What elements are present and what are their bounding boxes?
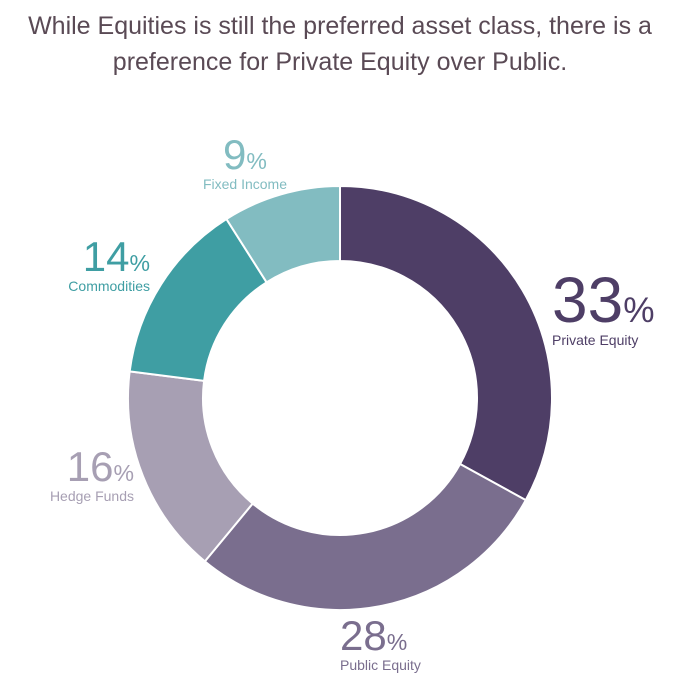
chart-title-line-1: While Equities is still the preferred as… <box>28 12 652 40</box>
private-equity-slice <box>339 184 553 502</box>
commodities-name: Commodities <box>68 278 150 294</box>
hedge-funds-value: 16 <box>66 443 114 490</box>
private-equity-value: 33 <box>552 264 624 336</box>
public-equity-unit: % <box>386 629 408 655</box>
commodities-label: 14% Commodities <box>68 233 150 295</box>
hedge-funds-unit: % <box>113 460 134 486</box>
public-equity-slice <box>203 462 528 611</box>
private-equity-unit: % <box>623 291 655 330</box>
public-equity-name: Public Equity <box>340 657 421 673</box>
private-equity-label: 33% Private Equity <box>552 268 654 348</box>
public-equity-value: 28 <box>340 612 387 659</box>
fixed-income-label: 9% Fixed Income <box>200 131 290 193</box>
fixed-income-unit: % <box>246 148 267 174</box>
chart-title: While Equities is still the preferred as… <box>0 8 680 80</box>
public-equity-label: 28% Public Equity <box>340 612 421 674</box>
fixed-income-value: 9 <box>223 131 247 178</box>
hedge-funds-name: Hedge Funds <box>49 488 134 504</box>
commodities-unit: % <box>129 250 150 276</box>
hedge-funds-label: 16% Hedge Funds <box>49 443 134 505</box>
commodities-value: 14 <box>82 233 130 280</box>
fixed-income-name: Fixed Income <box>202 176 288 192</box>
chart-title-line-2: preference for Private Equity over Publi… <box>112 48 568 76</box>
private-equity-name: Private Equity <box>552 332 639 348</box>
fixed-income-slice <box>225 184 341 284</box>
